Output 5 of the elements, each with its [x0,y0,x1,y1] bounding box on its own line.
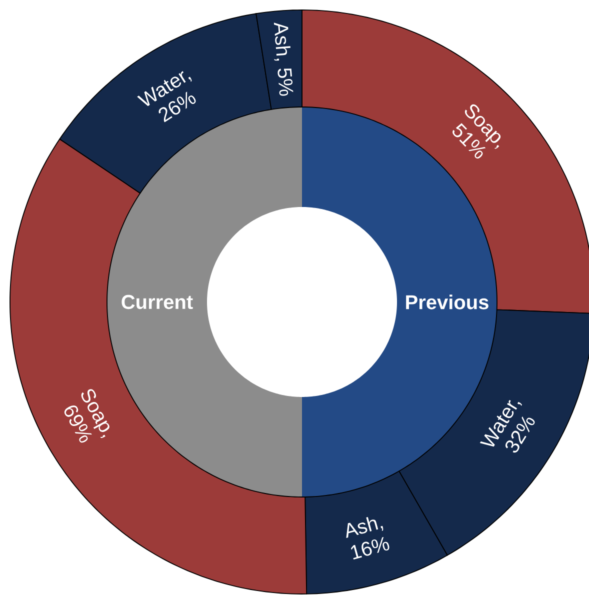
slice-label: Current [122,294,193,310]
slice-label: Previous [406,294,488,310]
data-label: Ash, 16% [346,517,390,560]
data-label: Soap, 69% [64,389,110,443]
data-label: Ash, 5% [274,22,294,96]
